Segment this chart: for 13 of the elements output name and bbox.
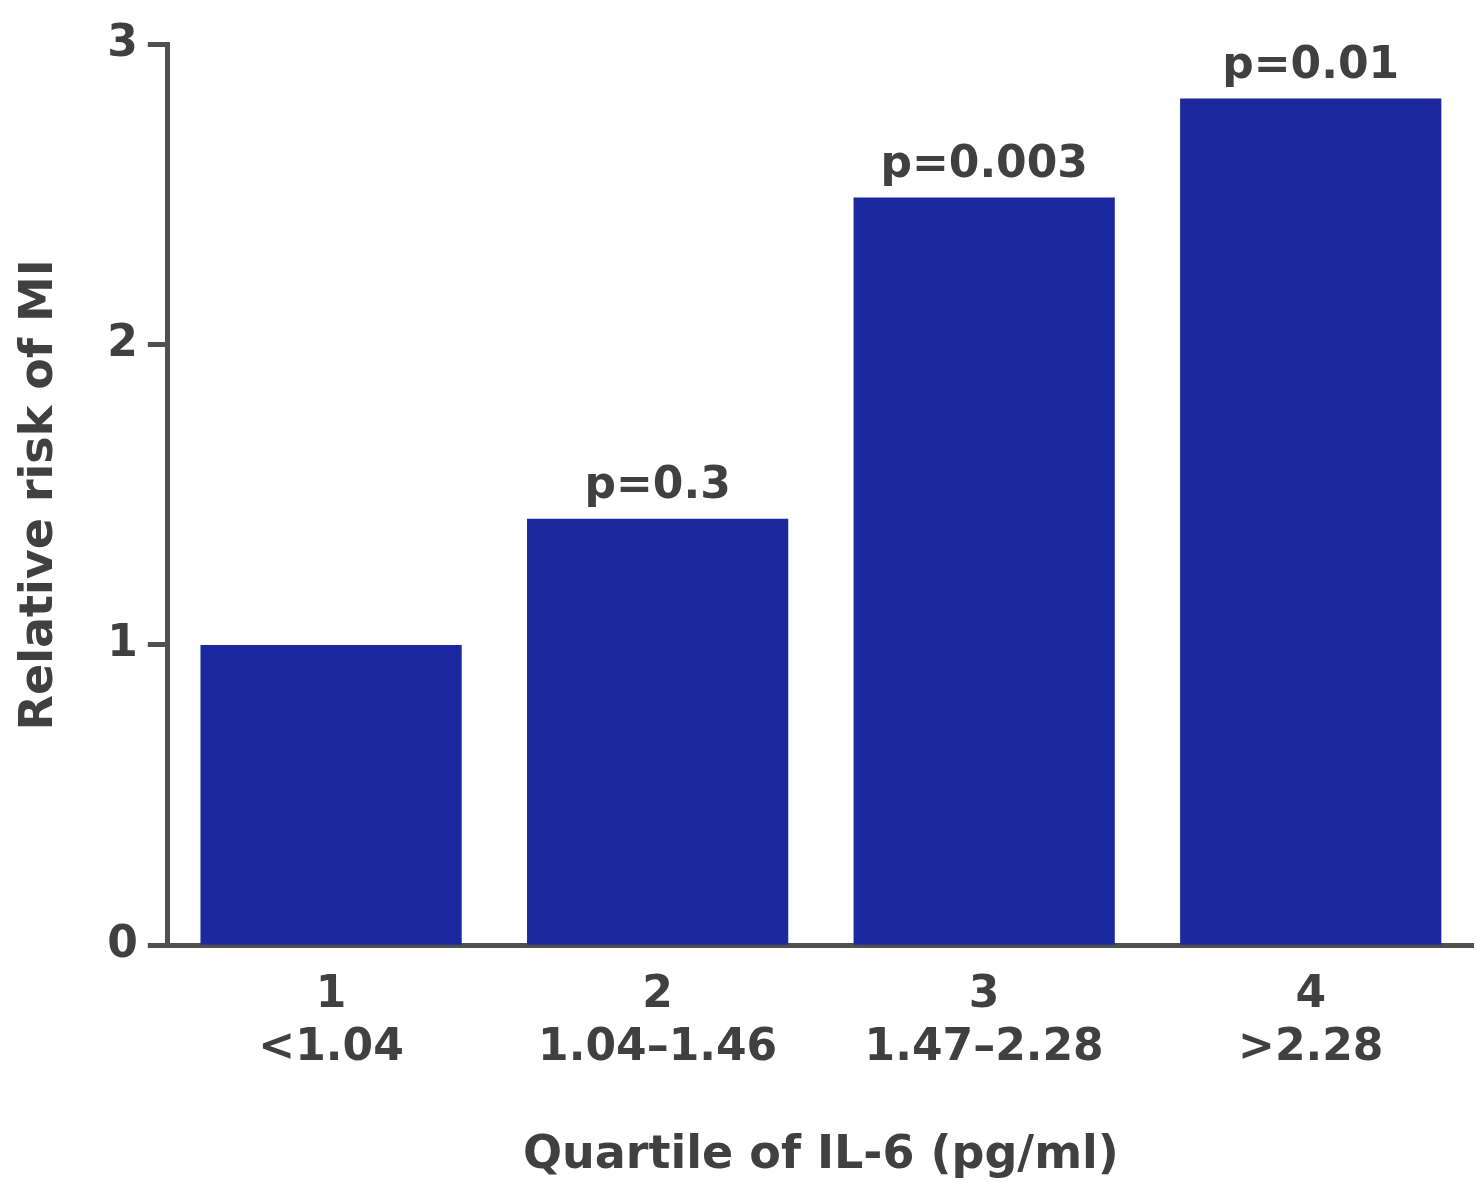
y-tick-label: 2 (107, 315, 138, 367)
x-tick-label: 1 <1.04 (258, 966, 404, 1070)
annotation: p=0.3 (584, 457, 731, 509)
x-tick-label: 4 >2.28 (1238, 966, 1384, 1070)
y-axis-title: Relative risk of MI (8, 259, 63, 731)
x-tick-label: 2 1.04–1.46 (538, 966, 778, 1070)
y-tick-label: 0 (107, 915, 138, 967)
x-axis-title: Quartile of IL-6 (pg/ml) (522, 1125, 1119, 1180)
y-tick-label: 1 (107, 615, 138, 667)
y-tick-label: 3 (107, 14, 138, 66)
annotation: p=0.003 (880, 135, 1088, 187)
annotation: p=0.01 (1222, 36, 1400, 88)
x-tick-label: 3 1.47–2.28 (864, 966, 1104, 1070)
